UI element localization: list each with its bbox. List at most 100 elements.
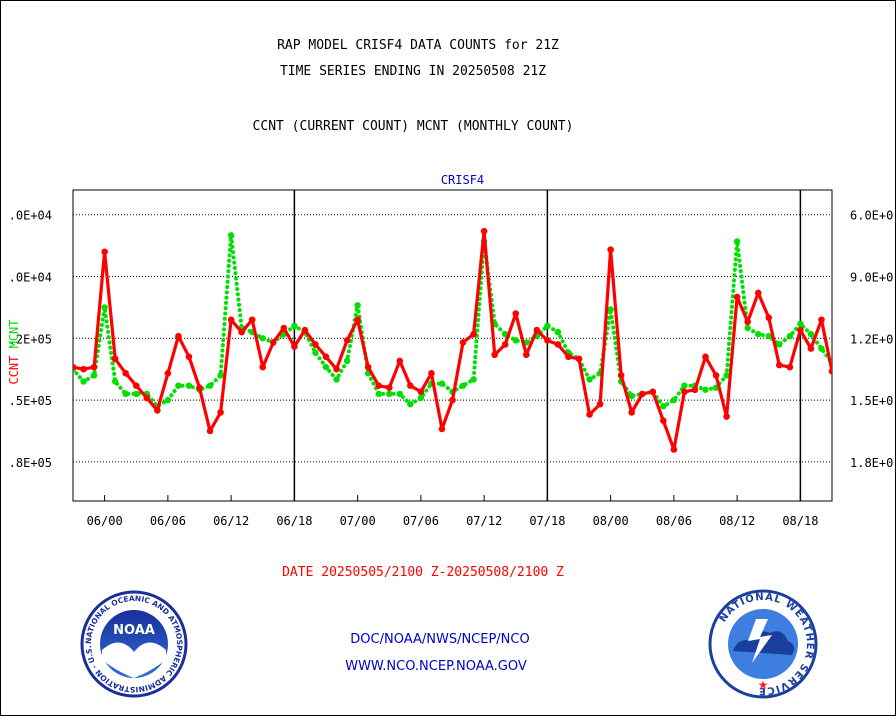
mcnt-point (786, 333, 794, 340)
plot-frame (72, 189, 833, 502)
mcnt-point (206, 382, 214, 389)
ccnt-series (73, 227, 832, 453)
ccnt-point (122, 370, 130, 377)
ccnt-point (227, 316, 235, 324)
x-tick-label: 08/06 (656, 514, 692, 528)
ccnt-point (428, 370, 435, 377)
ccnt-point (101, 248, 108, 256)
ccnt-point (354, 316, 361, 324)
ccnt-point (90, 363, 98, 371)
mcnt-point (164, 396, 172, 404)
mcnt-point (185, 382, 193, 389)
x-tick-label: 07/18 (529, 514, 565, 528)
mcnt-point (723, 372, 730, 379)
mcnt-point (459, 382, 467, 389)
ccnt-point (533, 326, 541, 334)
ccnt-point (396, 357, 404, 365)
mcnt-point (312, 349, 319, 356)
y-axis-label-ccnt: CCNT (7, 348, 21, 384)
mcnt-point (607, 306, 614, 313)
ccnt-point (512, 310, 520, 317)
date-range-label: DATE 20250505/2100 Z-20250508/2100 Z (282, 565, 564, 580)
ccnt-point (438, 425, 446, 433)
ccnt-point (322, 353, 330, 361)
x-tick-label: 07/12 (466, 514, 502, 528)
ccnt-point (733, 293, 741, 301)
y-tick-label-left: .0E+04 (9, 209, 52, 223)
mcnt-point (386, 390, 393, 398)
mcnt-point (175, 382, 182, 389)
mcnt-point (702, 386, 709, 393)
ccnt-point (364, 363, 372, 371)
mcnt-point (291, 322, 298, 330)
ccnt-point (638, 390, 646, 398)
mcnt-point (765, 333, 772, 340)
ccnt-point (385, 384, 393, 392)
ccnt-point (744, 318, 751, 326)
mcnt-point (470, 376, 477, 383)
ccnt-point (617, 372, 625, 379)
ccnt-point (565, 353, 572, 361)
y-tick-label-right: 6.0E+0 (850, 209, 893, 223)
x-tick-label: 08/18 (782, 514, 818, 528)
y-tick-label-left: .5E+05 (9, 394, 52, 408)
mcnt-point (343, 357, 351, 365)
mcnt-point (733, 238, 741, 245)
mcnt-point (776, 341, 783, 348)
mcnt-point (322, 363, 330, 371)
mcnt-point (375, 390, 382, 398)
ccnt-point (797, 326, 804, 334)
mcnt-point (354, 302, 361, 309)
ccnt-point (312, 341, 319, 348)
x-tick-label: 08/00 (593, 514, 629, 528)
ccnt-point (754, 289, 762, 297)
mcnt-point (586, 376, 593, 383)
ccnt-point (544, 337, 551, 344)
mcnt-point (396, 390, 403, 398)
mcnt-point (628, 392, 635, 400)
ccnt-point (596, 400, 604, 408)
svg-text:★: ★ (758, 678, 769, 692)
mcnt-point (438, 380, 446, 387)
ccnt-point (417, 388, 425, 396)
noaa-logo-label: NOAA (113, 623, 155, 638)
ccnt-point (301, 326, 309, 334)
ccnt-point (501, 341, 509, 348)
ccnt-point (73, 363, 77, 371)
ccnt-point (649, 388, 657, 396)
x-tick-label: 08/12 (719, 514, 755, 528)
mcnt-point (80, 378, 87, 385)
website-url: WWW.NCO.NCEP.NOAA.GOV (345, 659, 527, 674)
mcnt-point (681, 382, 688, 389)
mcnt-point (259, 335, 266, 342)
title-line-1: RAP MODEL CRISF4 DATA COUNTS for 21Z (277, 38, 559, 53)
ccnt-point (196, 384, 203, 392)
mcnt-point (512, 337, 519, 344)
ccnt-point (175, 332, 182, 340)
ccnt-point (712, 372, 720, 379)
mcnt-point (217, 372, 224, 379)
mcnt-point (755, 330, 762, 338)
ccnt-point (80, 365, 87, 373)
ccnt-point (280, 324, 288, 332)
ccnt-point (259, 363, 267, 371)
ccnt-point (765, 314, 773, 321)
mcnt-series (73, 232, 832, 410)
ccnt-point (154, 407, 161, 414)
x-tick-label: 07/06 (403, 514, 439, 528)
ccnt-point (818, 316, 825, 324)
y-tick-label-right: 1.5E+0 (850, 394, 893, 408)
x-tick-label: 06/06 (150, 514, 186, 528)
mcnt-point (122, 390, 129, 398)
nws-logo: NATIONAL WEATHER SERVICE ★ (708, 589, 818, 699)
ccnt-point (691, 386, 699, 394)
mcnt-point (670, 396, 678, 404)
ccnt-point (206, 427, 214, 435)
ccnt-point (681, 388, 688, 396)
ccnt-point (470, 330, 477, 338)
mcnt-point (554, 328, 562, 336)
chart-subtitle: CCNT (CURRENT COUNT) MCNT (MONTHLY COUNT… (252, 119, 574, 134)
mcnt-point (407, 400, 414, 408)
title-line-2: TIME SERIES ENDING IN 20250508 21Z (279, 64, 547, 79)
